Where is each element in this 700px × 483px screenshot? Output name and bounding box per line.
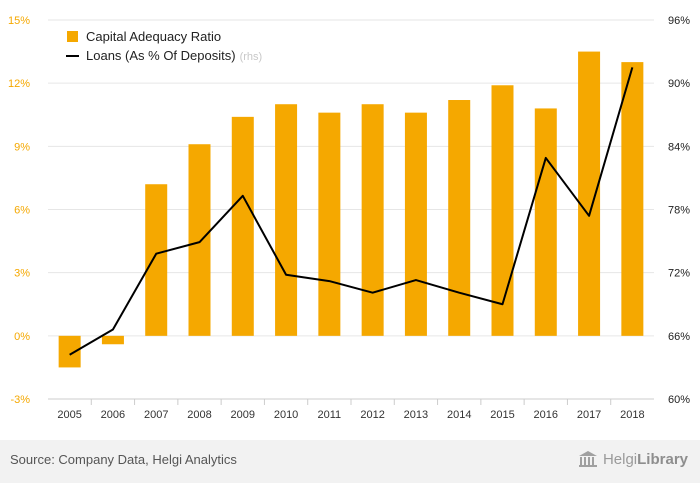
bar-2014 [448,100,471,336]
source-note: Source: Company Data, Helgi Analytics [10,452,237,467]
bar-2018 [621,62,644,336]
left-tick-label: 9% [14,141,30,153]
brand-logo: HelgiLibrary [578,450,688,468]
left-tick-label: 15% [8,15,30,27]
legend-label-loans: Loans (As % Of Deposits) (rhs) [86,48,262,63]
x-tick-label: 2018 [620,409,644,421]
x-axis-ticks: 2005 2006 2007 2008 2009 2010 2011 2012 2013 2014… [57,409,644,421]
x-tick-label: 2010 [274,409,298,421]
x-tick-label: 2009 [231,409,255,421]
x-tick-label: 2015 [490,409,514,421]
bar-2006 [101,335,124,345]
legend-swatch-capital-adequacy [67,31,78,42]
bar-2008 [188,144,211,336]
right-tick-label: 84% [668,141,690,153]
legend-label-capital-adequacy: Capital Adequacy Ratio [86,29,221,44]
left-axis-ticks: -3% 0% 3% 6% 9% 12% 15% [8,15,30,406]
bar-2011 [318,112,341,336]
x-tick-label: 2007 [144,409,168,421]
loans-line [69,67,634,356]
x-tick-label: 2014 [447,409,471,421]
legend-label-loans-suffix: (rhs) [240,51,263,63]
x-tick-label: 2016 [534,409,558,421]
bar-2013 [404,112,427,336]
left-tick-label: 6% [14,205,30,217]
bar-2010 [275,104,298,336]
x-tick-label: 2013 [404,409,428,421]
left-tick-label: 3% [14,268,30,280]
x-tick-label: 2012 [360,409,384,421]
combo-chart: -3%0%3%6%9%12%15% 60%66%72%78%84%90%96% … [8,15,690,421]
bar-2015 [491,85,514,336]
left-tick-label: 12% [8,78,30,90]
left-tick-label: 0% [14,331,30,343]
left-tick-label: -3% [10,394,30,406]
footer: Source: Company Data, Helgi Analytics He… [0,440,700,483]
bar-2007 [145,184,168,336]
x-tick-label: 2006 [101,409,125,421]
brand-regular: Helgi [602,450,638,468]
x-tick-label: 2008 [187,409,211,421]
bar-2017 [578,51,601,336]
right-tick-label: 66% [668,331,690,343]
bar-2009 [231,116,254,336]
right-tick-label: 60% [668,394,690,406]
x-tick-label: 2005 [57,409,81,421]
grid-lines [48,19,654,405]
line-series [69,67,634,356]
x-tick-label: 2011 [318,409,342,421]
library-building-icon [578,451,597,467]
right-tick-label: 72% [668,268,690,280]
bar-2012 [361,104,384,336]
brand-text: HelgiLibrary [603,451,688,468]
legend-label-loans-text: Loans (As % Of Deposits) [86,48,236,63]
bar-2005 [58,335,81,368]
right-tick-label: 90% [668,78,690,90]
bar-2016 [534,108,557,336]
legend: Capital Adequacy Ratio Loans (As % Of De… [66,29,262,63]
right-tick-label: 78% [668,205,690,217]
x-tick-label: 2017 [577,409,601,421]
right-axis-ticks: 60% 66% 72% 78% 84% 90% 96% [668,15,690,406]
brand-bold: Library [637,450,688,468]
right-tick-label: 96% [668,15,690,27]
